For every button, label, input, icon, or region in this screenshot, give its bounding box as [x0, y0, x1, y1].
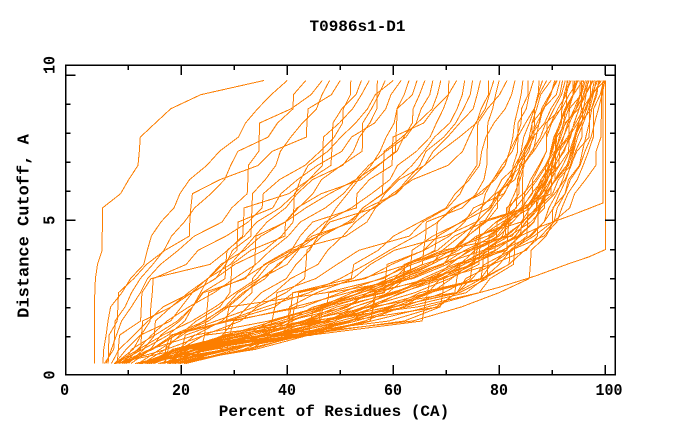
svg-text:5: 5: [41, 216, 60, 225]
svg-text:80: 80: [490, 381, 508, 400]
svg-text:0: 0: [41, 370, 60, 379]
svg-text:100: 100: [595, 381, 622, 400]
svg-text:20: 20: [172, 381, 190, 400]
svg-text:10: 10: [41, 56, 60, 74]
svg-text:Percent of Residues (CA): Percent of Residues (CA): [219, 403, 449, 421]
svg-text:0: 0: [60, 381, 69, 400]
svg-text:T0986s1-D1: T0986s1-D1: [309, 18, 405, 36]
svg-text:60: 60: [384, 381, 402, 400]
svg-text:Distance Cutoff, A: Distance Cutoff, A: [16, 133, 35, 317]
svg-text:40: 40: [278, 381, 296, 400]
